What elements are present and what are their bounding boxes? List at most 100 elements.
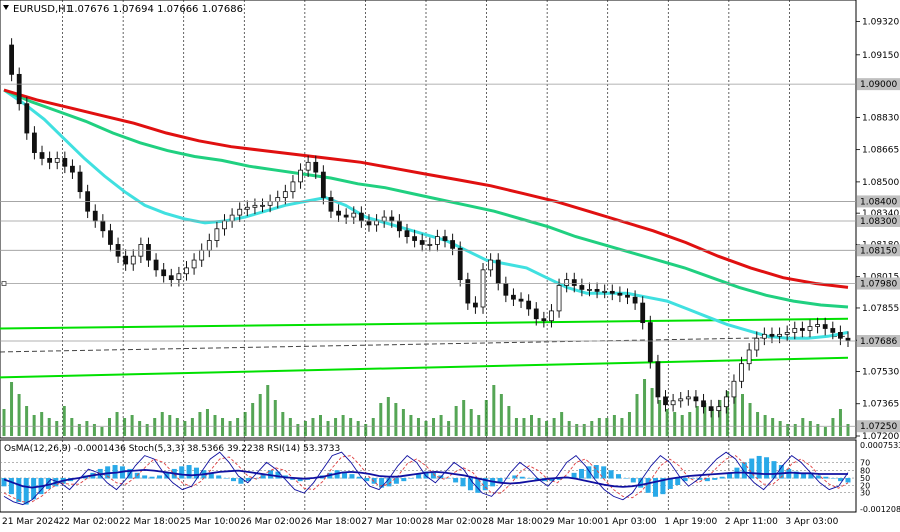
osma-bar: [741, 462, 747, 479]
level-label-box: [857, 78, 900, 91]
stoch-signal-line: [3, 455, 849, 503]
volume-bar: [567, 421, 571, 436]
candle-body: [16, 73, 22, 105]
osma-bar: [638, 478, 644, 488]
candle-body: [541, 318, 547, 322]
level-labels: 1.09000 1.08400 1.08300 1.08150 1.07980 1.076…: [857, 78, 900, 433]
osma-bar: [245, 478, 251, 482]
price-panel[interactable]: [0, 0, 857, 439]
candle-body: [130, 255, 136, 265]
volume-bar: [793, 424, 797, 436]
volume-bar: [281, 412, 285, 436]
osma-bar: [593, 465, 599, 479]
volume-bar: [108, 418, 111, 436]
volume-bar: [243, 412, 247, 436]
candle-body: [9, 44, 15, 75]
candle-body: [343, 214, 349, 218]
volume-bar: [507, 406, 511, 436]
osma-bar: [497, 478, 503, 483]
volume-bar: [808, 421, 812, 436]
volume-bar: [386, 397, 390, 436]
candle-body: [807, 326, 813, 331]
level-label: 1.07250: [860, 422, 897, 432]
volume-bar: [454, 406, 458, 436]
osma-bar: [823, 476, 829, 479]
osma-bar: [645, 478, 651, 493]
indicator-axis-label: 70: [860, 458, 870, 467]
volume-bar: [401, 409, 405, 436]
volume-bar: [605, 418, 609, 436]
candle-body: [404, 230, 410, 238]
volume-bar: [771, 418, 775, 436]
volume-bar: [70, 418, 74, 436]
osma-bar: [764, 457, 770, 479]
price-tick-label: 1.07200: [862, 432, 899, 442]
osma-bar: [193, 467, 199, 479]
volume-bar: [748, 403, 752, 436]
candle-body: [716, 406, 722, 411]
candle-body: [526, 300, 532, 310]
candle-body: [176, 273, 182, 281]
candle-body: [146, 244, 151, 261]
osma-bar: [8, 478, 14, 495]
volume-bar: [552, 418, 556, 436]
candle-body: [723, 396, 729, 408]
candle-body: [708, 406, 714, 411]
candle-body: [366, 220, 372, 226]
candle-body: [625, 294, 630, 298]
level-label-box: [857, 214, 900, 227]
candle-body: [351, 212, 357, 218]
osma-bar: [690, 478, 696, 479]
candle-body: [663, 396, 668, 406]
time-tick-label: 21 Mar 2024: [2, 517, 59, 527]
osma-bar: [519, 476, 525, 479]
osma-bar: [45, 478, 51, 489]
volume-bar: [816, 424, 820, 436]
time-tick-label: 1 Apr 03:00: [604, 517, 657, 527]
osma-bar: [260, 474, 266, 479]
candle-body: [473, 302, 478, 308]
candle-body: [830, 328, 836, 333]
candle-body: [480, 269, 486, 308]
candle-body: [465, 279, 471, 304]
candle-body: [784, 331, 790, 335]
volume-bar: [153, 418, 157, 436]
osma-bar: [445, 478, 451, 479]
symbol-dropdown-icon[interactable]: [3, 5, 9, 10]
volume-bar: [831, 418, 835, 436]
osma-bar: [608, 470, 614, 479]
volume-bar: [756, 412, 760, 436]
candle-body: [761, 333, 767, 339]
level-label: 1.08150: [860, 246, 897, 256]
volume-bar: [251, 403, 255, 436]
candle-body: [62, 158, 68, 167]
candle-body: [39, 152, 45, 159]
osma-bar: [349, 474, 355, 479]
volume-bar: [582, 424, 586, 436]
time-axis: 21 Mar 2024 22 Mar 02:00 22 Mar 18:00 25 Ma…: [2, 517, 839, 527]
volume-bar: [801, 418, 805, 436]
osma-bar: [601, 466, 607, 479]
osma-bar: [364, 478, 370, 482]
osma-bar: [786, 468, 792, 479]
volume-bar: [123, 418, 127, 436]
osma-bar: [356, 476, 362, 479]
osma-bar: [379, 478, 385, 488]
osma-bar: [186, 465, 192, 479]
candle-body: [518, 298, 524, 302]
osma-bar: [512, 475, 518, 479]
candle-body: [533, 308, 539, 320]
candle-body: [184, 267, 189, 275]
candle-body: [100, 220, 106, 232]
price-tick-label: 1.07365: [862, 400, 899, 410]
candle-body: [594, 288, 600, 292]
osma-bar: [393, 478, 399, 484]
price-tick-label: 1.08340: [862, 209, 899, 219]
candle-body: [739, 363, 744, 382]
ema-mid-line: [3, 88, 849, 309]
level-marker: [1, 281, 7, 286]
candle-body: [655, 361, 661, 398]
volume-bar: [823, 427, 827, 436]
